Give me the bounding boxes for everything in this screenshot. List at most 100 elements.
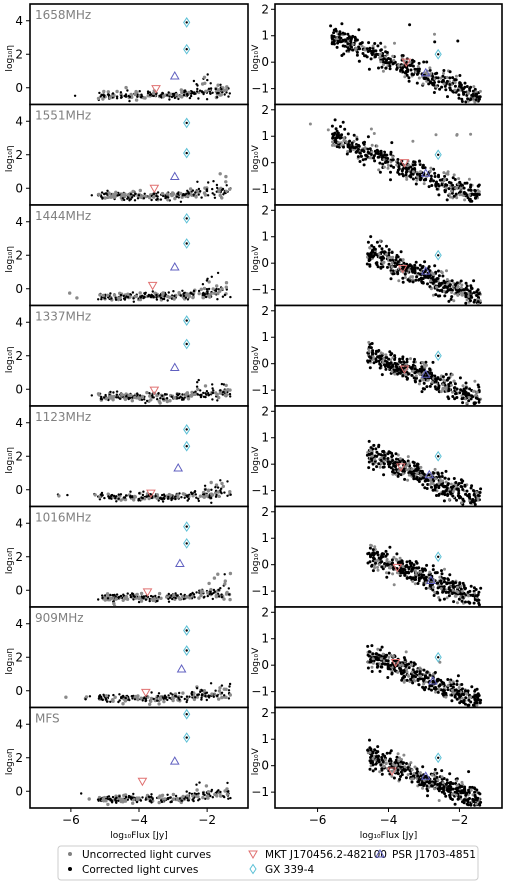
data-point: [174, 794, 178, 798]
data-point: [370, 244, 374, 248]
data-point: [436, 76, 440, 80]
data-point: [387, 462, 390, 466]
data-point: [418, 174, 422, 178]
data-point: [214, 689, 217, 692]
data-point: [170, 696, 175, 700]
data-point: [217, 189, 221, 194]
data-point: [417, 369, 421, 373]
data-point: [366, 666, 370, 670]
data-point: [457, 177, 461, 181]
data-point: [109, 700, 112, 703]
data-point: [118, 795, 121, 798]
data-point: [155, 394, 159, 398]
data-point: [118, 296, 122, 300]
data-point: [185, 790, 188, 793]
data-point: [387, 450, 391, 454]
data-point: [225, 792, 230, 796]
data-point: [469, 299, 472, 303]
data-point: [469, 397, 473, 401]
data-point: [469, 183, 473, 187]
data-point: [204, 784, 209, 788]
data-point: [442, 688, 445, 692]
data-point: [197, 596, 201, 600]
data-point: [440, 569, 443, 573]
data-point: [367, 151, 371, 155]
data-point: [396, 270, 399, 274]
data-point: [447, 586, 451, 590]
data-point: [473, 101, 477, 104]
data-point: [462, 186, 466, 190]
data-point: [376, 565, 379, 569]
data-point: [112, 693, 115, 697]
eta-axis-label: log₁₀η: [5, 45, 15, 72]
data-point: [133, 495, 138, 499]
data-point: [209, 82, 212, 85]
data-point: [385, 244, 388, 248]
data-point: [446, 170, 450, 174]
data-point: [463, 288, 467, 292]
data-point: [427, 687, 431, 691]
data-point: [429, 177, 433, 181]
data-point: [178, 698, 181, 701]
data-point: [188, 792, 191, 795]
data-point: [202, 793, 205, 796]
data-point: [398, 357, 402, 361]
data-point: [144, 598, 148, 601]
data-point: [377, 252, 381, 256]
data-point: [196, 84, 199, 87]
data-point: [366, 135, 370, 139]
data-point: [474, 396, 478, 400]
data-point: [227, 587, 230, 590]
data-point: [409, 660, 413, 664]
data-point: [127, 393, 131, 397]
data-point: [447, 299, 451, 303]
data-point: [390, 261, 394, 265]
data-point: [133, 698, 137, 701]
data-point: [226, 388, 230, 392]
data-point: [429, 166, 433, 170]
panel-frequency-label: 1123MHz: [35, 410, 91, 424]
data-point: [448, 83, 452, 86]
data-point: [428, 269, 432, 273]
data-point: [413, 568, 417, 572]
data-point: [475, 390, 479, 394]
data-point: [417, 683, 421, 687]
y-tick-label: 1: [261, 330, 269, 344]
data-point: [115, 390, 119, 393]
data-point: [381, 360, 385, 364]
data-point: [425, 60, 429, 64]
y-tick-label: 2: [261, 2, 269, 16]
data-point: [391, 363, 395, 367]
data-point: [446, 590, 450, 594]
data-point: [187, 799, 190, 802]
data-point: [104, 697, 108, 700]
data-point: [412, 59, 416, 63]
gx-source-core: [185, 48, 188, 51]
data-point: [346, 150, 350, 153]
data-point: [378, 669, 382, 673]
data-point: [467, 395, 471, 399]
data-point: [443, 580, 446, 584]
data-point: [461, 401, 465, 405]
data-point: [214, 87, 217, 91]
data-point: [379, 41, 383, 45]
data-point: [372, 443, 376, 447]
gx-source-marker: [183, 117, 191, 129]
data-point: [460, 501, 464, 505]
data-point: [150, 801, 153, 804]
data-point: [451, 485, 455, 489]
data-point: [114, 296, 117, 299]
data-point: [468, 98, 472, 102]
data-point: [416, 462, 419, 466]
data-point: [387, 251, 391, 255]
data-point: [436, 586, 440, 590]
data-point: [428, 68, 432, 72]
data-point: [419, 170, 423, 174]
data-point: [357, 143, 361, 147]
data-point: [110, 799, 113, 802]
y-tick-label: −1: [251, 484, 269, 498]
data-point: [355, 135, 359, 139]
data-point: [456, 601, 459, 605]
data-point: [387, 248, 391, 252]
data-point: [371, 357, 375, 361]
